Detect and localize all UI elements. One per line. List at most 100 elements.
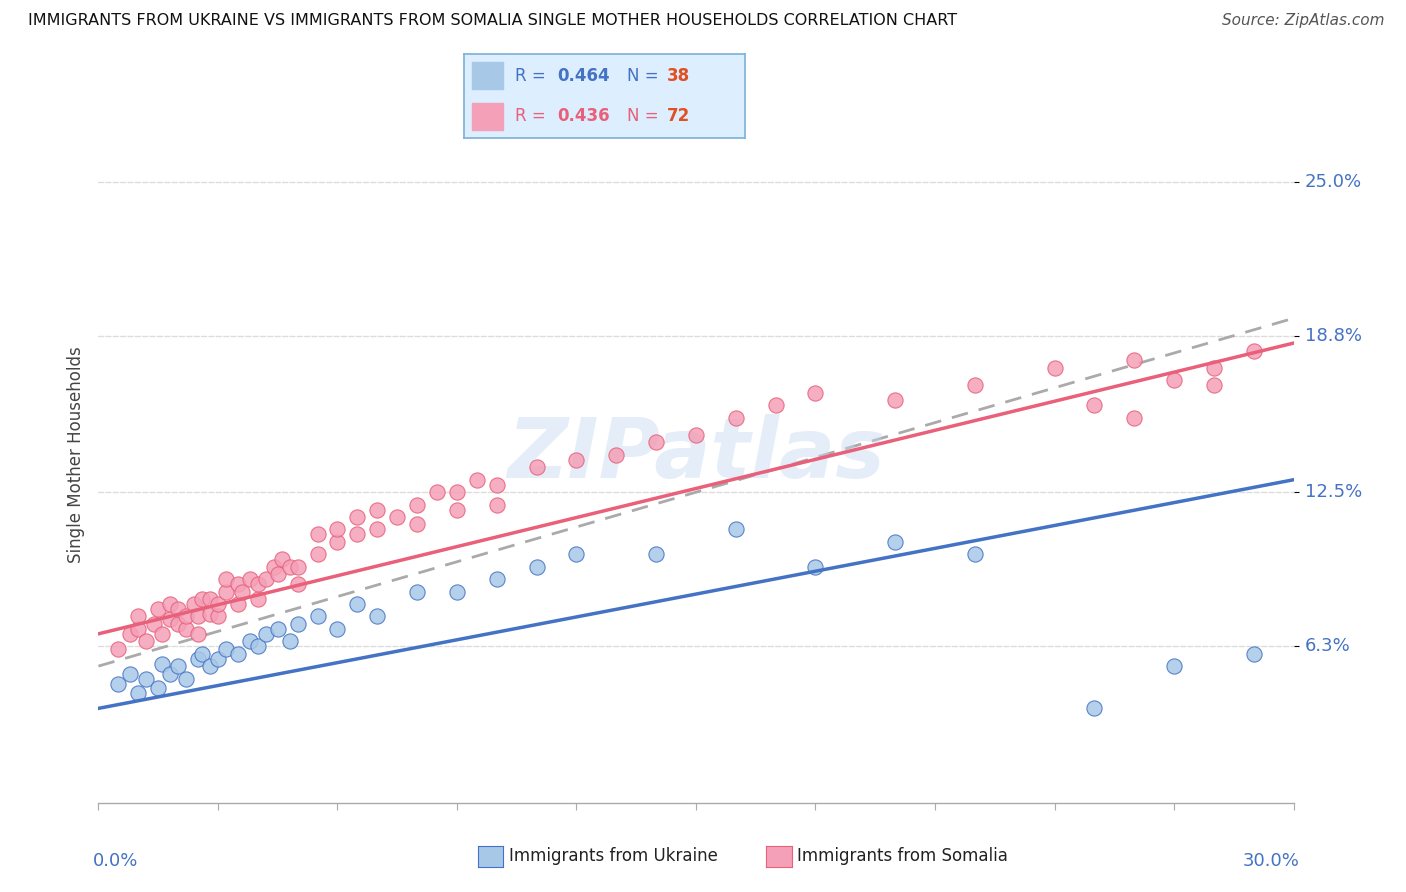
Point	[804, 559, 827, 574]
Text: N =: N =	[627, 107, 664, 125]
Point	[278, 634, 301, 648]
Point	[174, 609, 197, 624]
Text: N =: N =	[627, 67, 664, 85]
Point	[446, 485, 468, 500]
Point	[326, 622, 349, 636]
Point	[226, 577, 249, 591]
Text: 25.0%: 25.0%	[1305, 172, 1362, 191]
Point	[963, 547, 986, 561]
Point	[605, 448, 627, 462]
Text: IMMIGRANTS FROM UKRAINE VS IMMIGRANTS FROM SOMALIA SINGLE MOTHER HOUSEHOLDS CORR: IMMIGRANTS FROM UKRAINE VS IMMIGRANTS FR…	[28, 13, 957, 29]
Point	[174, 672, 197, 686]
Point	[1123, 410, 1146, 425]
Point	[135, 634, 157, 648]
Text: 0.464: 0.464	[557, 67, 609, 85]
Point	[724, 523, 747, 537]
Point	[198, 592, 221, 607]
Point	[226, 647, 249, 661]
Point	[1243, 647, 1265, 661]
Point	[167, 602, 190, 616]
Point	[307, 547, 329, 561]
Point	[366, 523, 388, 537]
Point	[254, 572, 277, 586]
Point	[804, 385, 827, 400]
Point	[526, 559, 548, 574]
Point	[159, 612, 181, 626]
Point	[270, 552, 292, 566]
Point	[198, 607, 221, 621]
Point	[127, 622, 149, 636]
Point	[148, 681, 170, 696]
Point	[884, 535, 907, 549]
Point	[1083, 701, 1105, 715]
Point	[645, 435, 668, 450]
Point	[246, 592, 269, 607]
Text: 18.8%: 18.8%	[1305, 326, 1361, 344]
Point	[346, 597, 368, 611]
Text: Immigrants from Ukraine: Immigrants from Ukraine	[509, 847, 718, 865]
Text: 38: 38	[666, 67, 689, 85]
Point	[174, 622, 197, 636]
Point	[239, 634, 262, 648]
Point	[446, 502, 468, 516]
Point	[287, 577, 309, 591]
Point	[215, 641, 238, 656]
Point	[346, 527, 368, 541]
Point	[263, 559, 285, 574]
Point	[406, 517, 429, 532]
Text: Source: ZipAtlas.com: Source: ZipAtlas.com	[1222, 13, 1385, 29]
Text: R =: R =	[515, 67, 551, 85]
Point	[207, 609, 229, 624]
Point	[1123, 353, 1146, 368]
Point	[724, 410, 747, 425]
Bar	[472, 62, 503, 89]
Point	[107, 676, 129, 690]
Point	[187, 627, 209, 641]
Point	[150, 657, 173, 671]
Text: 0.0%: 0.0%	[93, 852, 138, 870]
Text: 0.436: 0.436	[557, 107, 609, 125]
Point	[159, 666, 181, 681]
Point	[246, 639, 269, 653]
Point	[215, 584, 238, 599]
Point	[1083, 398, 1105, 412]
Point	[287, 616, 309, 631]
Point	[150, 627, 173, 641]
Point	[526, 460, 548, 475]
Point	[884, 393, 907, 408]
Point	[231, 584, 253, 599]
Point	[366, 609, 388, 624]
Text: Immigrants from Somalia: Immigrants from Somalia	[797, 847, 1008, 865]
Point	[1163, 373, 1185, 387]
Point	[207, 597, 229, 611]
Point	[485, 498, 508, 512]
Point	[685, 428, 707, 442]
Point	[120, 666, 142, 681]
Text: R =: R =	[515, 107, 551, 125]
Text: 72: 72	[666, 107, 690, 125]
Point	[963, 378, 986, 392]
Point	[207, 651, 229, 665]
Point	[191, 592, 214, 607]
Text: 6.3%: 6.3%	[1305, 637, 1350, 656]
Point	[187, 609, 209, 624]
Point	[485, 477, 508, 491]
Point	[198, 659, 221, 673]
Point	[191, 647, 214, 661]
Point	[239, 572, 262, 586]
Point	[645, 547, 668, 561]
Point	[406, 498, 429, 512]
Point	[346, 510, 368, 524]
Point	[148, 602, 170, 616]
Point	[246, 577, 269, 591]
Point	[267, 567, 290, 582]
Point	[187, 651, 209, 665]
Point	[135, 672, 157, 686]
Point	[465, 473, 488, 487]
Point	[385, 510, 409, 524]
Point	[1202, 378, 1225, 392]
Point	[326, 523, 349, 537]
Point	[267, 622, 290, 636]
Point	[565, 547, 588, 561]
Text: 12.5%: 12.5%	[1305, 483, 1362, 501]
